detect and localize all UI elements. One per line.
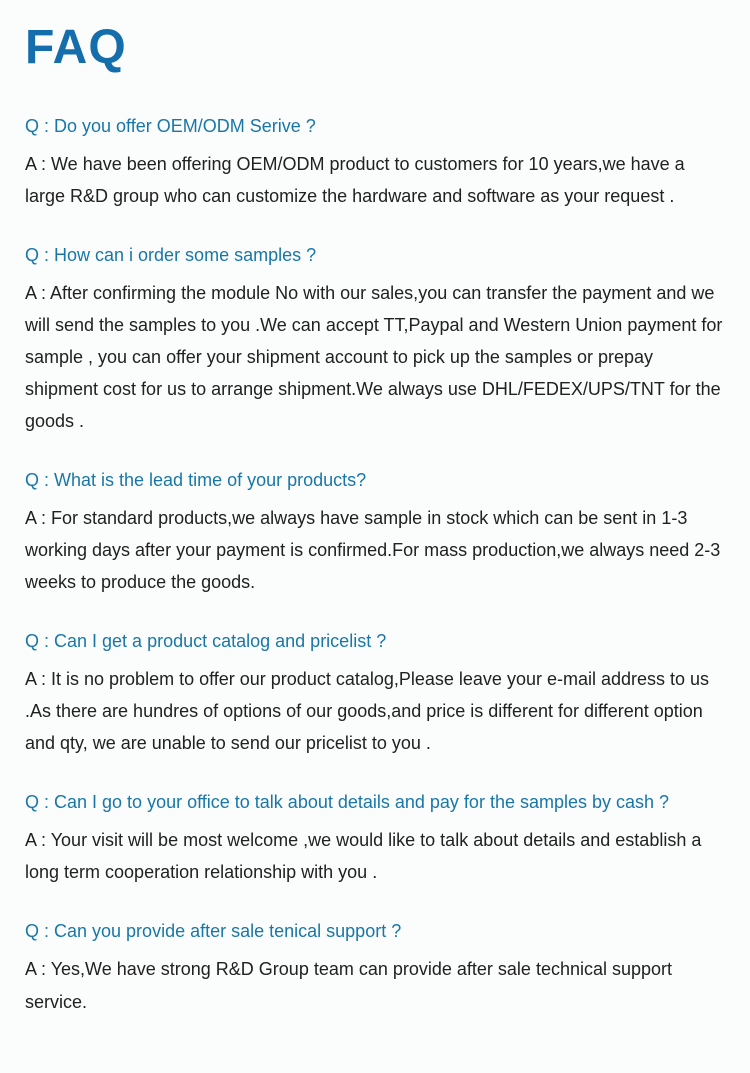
faq-answer: A : We have been offering OEM/ODM produc… xyxy=(25,148,725,212)
faq-item: Q : Can I get a product catalog and pric… xyxy=(25,628,725,759)
faq-answer: A : Your visit will be most welcome ,we … xyxy=(25,824,725,888)
faq-item: Q : Can I go to your office to talk abou… xyxy=(25,789,725,888)
faq-question: Q : How can i order some samples ? xyxy=(25,242,725,269)
faq-question: Q : What is the lead time of your produc… xyxy=(25,467,725,494)
faq-question: Q : Can I get a product catalog and pric… xyxy=(25,628,725,655)
page-title: FAQ xyxy=(25,20,725,75)
faq-question: Q : Do you offer OEM/ODM Serive ? xyxy=(25,113,725,140)
faq-answer: A : Yes,We have strong R&D Group team ca… xyxy=(25,953,725,1017)
faq-page: FAQ Q : Do you offer OEM/ODM Serive ? A … xyxy=(0,0,750,1073)
faq-question: Q : Can you provide after sale tenical s… xyxy=(25,918,725,945)
faq-item: Q : Do you offer OEM/ODM Serive ? A : We… xyxy=(25,113,725,212)
faq-answer: A : After confirming the module No with … xyxy=(25,277,725,437)
faq-item: Q : Can you provide after sale tenical s… xyxy=(25,918,725,1017)
faq-answer: A : For standard products,we always have… xyxy=(25,502,725,598)
faq-item: Q : How can i order some samples ? A : A… xyxy=(25,242,725,437)
faq-item: Q : What is the lead time of your produc… xyxy=(25,467,725,598)
faq-answer: A : It is no problem to offer our produc… xyxy=(25,663,725,759)
faq-question: Q : Can I go to your office to talk abou… xyxy=(25,789,725,816)
